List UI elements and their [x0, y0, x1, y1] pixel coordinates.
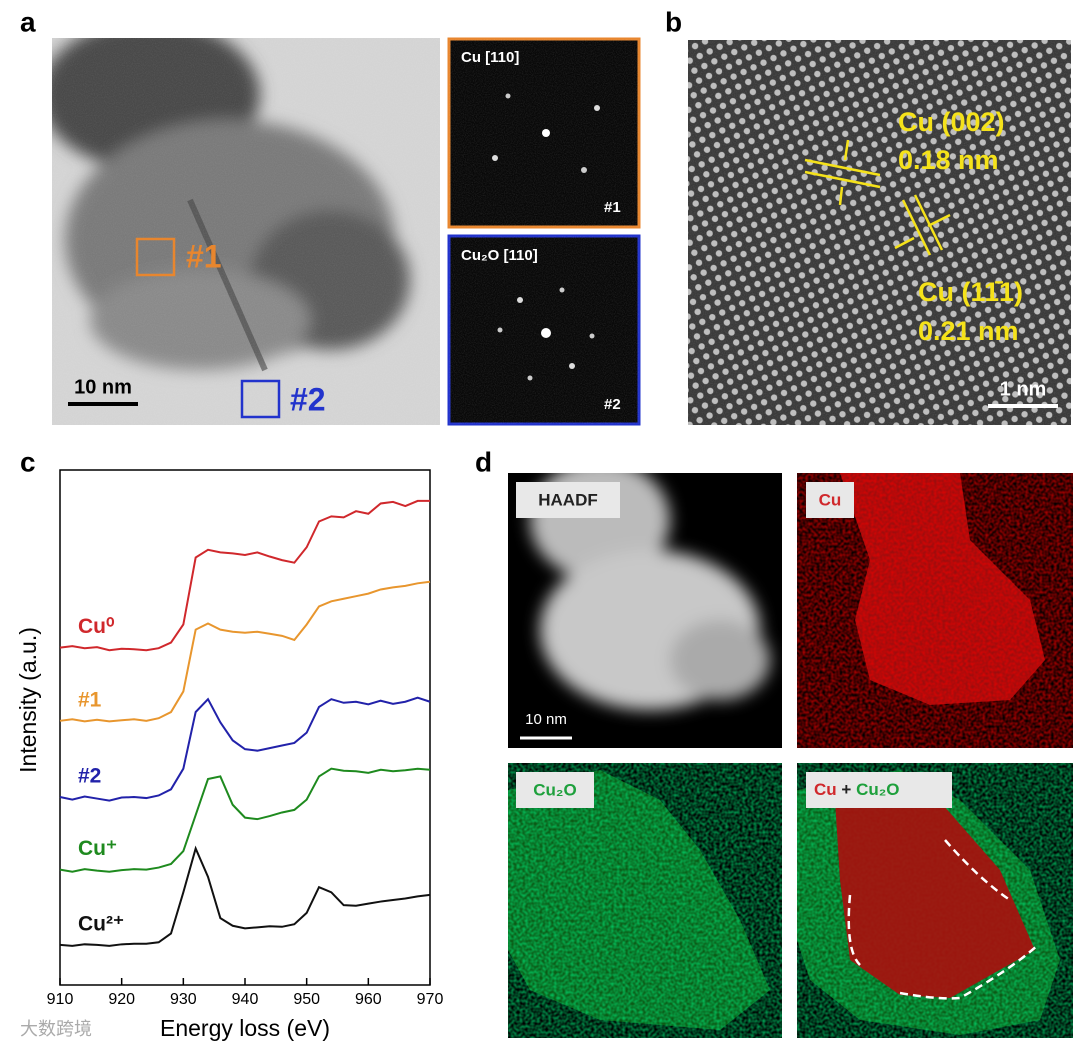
label-box	[806, 482, 854, 518]
tem-image	[52, 38, 440, 425]
series-label: Cu²⁺	[78, 912, 124, 935]
x-tick-label: 940	[232, 991, 259, 1008]
scale-label: 1 nm	[1000, 378, 1047, 400]
region-box	[135, 237, 176, 277]
spectrum-line	[59, 499, 430, 652]
region-label: #2	[290, 381, 326, 417]
spacing-label: 0.21 nm	[918, 316, 1019, 346]
overlay-part: Cu	[814, 780, 837, 799]
x-tick-label: 950	[293, 991, 320, 1008]
map-label: Cu	[819, 490, 842, 509]
panel-letter: d	[475, 446, 492, 477]
scale-label: 10 nm	[525, 711, 567, 728]
region-label: #1	[186, 238, 222, 274]
plot-frame	[59, 469, 431, 986]
plane-label: Cu (11̄1)	[918, 277, 1023, 307]
fft-image	[447, 234, 641, 426]
overlay-part: Cu₂O	[856, 780, 899, 799]
x-tick-label: 960	[355, 991, 382, 1008]
map-label: Cu + Cu₂O	[814, 780, 900, 799]
x-tick-label: 970	[417, 991, 444, 1008]
spectrum-line	[59, 845, 431, 947]
fft-tag: #1	[604, 199, 621, 216]
fft-tag: #2	[604, 396, 621, 413]
series-label: #1	[78, 688, 102, 711]
plane-label: Cu (002)	[898, 107, 1005, 137]
map-label: Cu₂O	[533, 780, 576, 799]
y-axis-label: Intensity (a.u.)	[15, 627, 41, 773]
cu2o-map	[508, 763, 782, 1038]
lattice-markers	[804, 139, 951, 256]
scale-label: 10 nm	[74, 376, 132, 398]
spectrum-line	[59, 580, 431, 723]
series-label: Cu⁰	[78, 615, 115, 638]
haadf-map	[508, 473, 782, 748]
region-box	[240, 379, 281, 419]
label-box	[806, 772, 952, 808]
overlay-map	[797, 763, 1073, 1038]
hrtem-image	[688, 40, 1071, 425]
spectrum-line	[59, 767, 431, 873]
overlay-part: +	[841, 780, 851, 799]
series-label: #2	[78, 765, 101, 788]
panel-letter: b	[665, 6, 682, 37]
watermark: 大数跨境	[20, 1019, 92, 1039]
map-label: HAADF	[538, 490, 598, 509]
plot: 910 920 930 940 950 960 970 Cu⁰ #1 #2 Cu⁺ Cu²⁺	[47, 499, 444, 1008]
fft-image	[447, 37, 641, 229]
fft-title: Cu [110]	[461, 49, 519, 66]
series-label: Cu⁺	[78, 837, 117, 860]
fft-title: Cu₂O [110]	[461, 247, 538, 264]
x-tick-label: 910	[47, 991, 74, 1008]
x-tick-label: 930	[170, 991, 197, 1008]
label-box	[516, 772, 594, 808]
panel-letter: c	[20, 446, 36, 477]
spectrum-line	[59, 696, 431, 802]
panel-letter: a	[20, 6, 36, 37]
x-tick-label: 920	[108, 991, 135, 1008]
x-axis-label: Energy loss (eV)	[160, 1015, 330, 1041]
spacing-label: 0.18 nm	[898, 145, 999, 175]
label-box	[516, 482, 620, 518]
cu-map	[797, 473, 1073, 748]
